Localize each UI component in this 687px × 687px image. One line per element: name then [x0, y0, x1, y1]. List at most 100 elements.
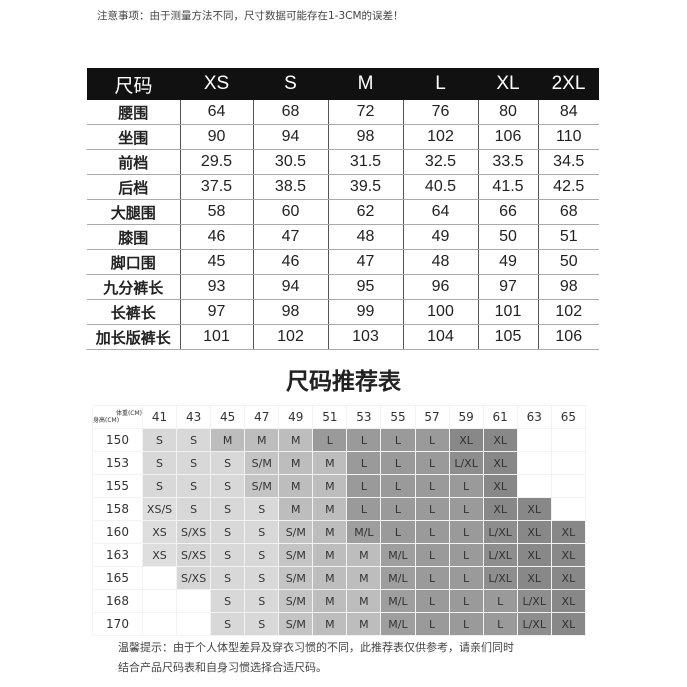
weight-header: 51 — [312, 405, 348, 429]
weight-header: 45 — [210, 405, 246, 429]
table-row: 后档 37.5 38.5 39.5 40.5 41.5 42.5 — [87, 174, 599, 200]
table-cell: 34.5 — [538, 149, 599, 175]
size-cell: M — [210, 428, 246, 452]
table-cell: 93 — [180, 274, 254, 300]
size-cell: L — [414, 612, 450, 636]
size-cell: L/XL — [516, 589, 552, 613]
table-cell: 46 — [253, 249, 329, 275]
corner-labels: 体重(CM) 身高(CM) — [93, 410, 142, 424]
size-cell: S/XS — [176, 543, 212, 567]
table-cell: 大腿围 — [87, 199, 181, 225]
size-cell: L — [346, 497, 382, 521]
size-cell: L — [448, 543, 484, 567]
table-row: 膝围 46 47 48 49 50 51 — [87, 224, 599, 250]
size-cell: XL — [448, 428, 484, 452]
size-cell: M — [278, 474, 314, 498]
table-row: 160 XS S/XS S S S/M M M/L L L L L/XL XL XL — [92, 520, 587, 544]
table-cell: 长裤长 — [87, 299, 181, 325]
size-cell: S — [244, 612, 280, 636]
size-cell: XL — [516, 497, 552, 521]
size-cell — [176, 612, 212, 636]
size-cell: S/XS — [176, 566, 212, 590]
size-cell: M — [312, 589, 348, 613]
weight-header: 59 — [448, 405, 484, 429]
size-cell: XL — [550, 566, 587, 590]
size-cell: L — [414, 543, 450, 567]
table-cell: 106 — [538, 324, 599, 350]
table-cell: 42.5 — [538, 174, 599, 200]
size-cell: XL — [482, 451, 518, 475]
size-cell — [141, 589, 178, 613]
table-cell: 49 — [478, 249, 539, 275]
table-cell: 37.5 — [180, 174, 254, 200]
size-cell: M — [278, 428, 314, 452]
size-cell: S — [210, 589, 246, 613]
size-cell: S — [141, 474, 178, 498]
size-cell: M — [312, 474, 348, 498]
size-cell: L — [448, 566, 484, 590]
table-cell: 50 — [538, 249, 599, 275]
table-row: 加长版裤长 101 102 103 104 105 106 — [87, 324, 599, 350]
size-cell: M — [346, 612, 382, 636]
table-cell: 脚口围 — [87, 249, 181, 275]
height-label: 155 — [92, 474, 143, 498]
table-cell: 100 — [403, 299, 479, 325]
size-cell: M — [312, 497, 348, 521]
height-label: 153 — [92, 451, 143, 475]
table-cell: 76 — [403, 100, 479, 125]
size-cell: L — [448, 520, 484, 544]
table-cell: 98 — [253, 299, 329, 325]
size-cell: L/XL — [482, 566, 518, 590]
size-header: XL — [478, 68, 538, 100]
table-cell: 64 — [403, 199, 479, 225]
table-cell: 38.5 — [253, 174, 329, 200]
size-cell — [176, 589, 212, 613]
size-cell: L — [448, 497, 484, 521]
table-cell: 前档 — [87, 149, 181, 175]
table-cell: 99 — [328, 299, 404, 325]
size-header: M — [328, 68, 403, 100]
size-cell: L — [380, 428, 416, 452]
size-cell: M — [346, 589, 382, 613]
size-cell: L — [346, 451, 382, 475]
size-cell: L — [414, 474, 450, 498]
size-cell — [550, 428, 587, 452]
size-cell: M — [346, 566, 382, 590]
table-cell: 68 — [253, 100, 329, 125]
table-row: 坐围 90 94 98 102 106 110 — [87, 124, 599, 150]
measurement-note: 注意事项：由于测量方法不同，尺寸数据可能存在1-3CM的误差！ — [97, 10, 404, 22]
size-cell: M — [312, 612, 348, 636]
table-cell: 68 — [538, 199, 599, 225]
table-cell: 97 — [478, 274, 539, 300]
size-cell: S — [244, 543, 280, 567]
table-cell: 39.5 — [328, 174, 404, 200]
size-header: 2XL — [538, 68, 599, 100]
table-cell: 45 — [180, 249, 254, 275]
weight-header: 47 — [244, 405, 280, 429]
hint-text: 温馨提示：由于个人体型差异及穿衣习惯的不同，此推荐表仅供参考，请亲们同时 结合产… — [118, 638, 588, 678]
size-cell: L — [380, 451, 416, 475]
table-cell: 加长版裤长 — [87, 324, 181, 350]
size-cell: L — [346, 428, 382, 452]
table-row: 163 XS S/XS S S S/M M M M/L L L L/XL XL XL — [92, 543, 587, 567]
size-cell: XL — [482, 428, 518, 452]
table-cell: 后档 — [87, 174, 181, 200]
table-row: 153 S S S S/M M M L L L L/XL XL — [92, 451, 587, 475]
height-axis-label: 身高(CM) — [93, 417, 120, 424]
size-cell: S — [176, 428, 212, 452]
size-cell: XS/S — [141, 497, 178, 521]
size-cell: L — [482, 612, 518, 636]
table-cell: 62 — [328, 199, 404, 225]
table-row: 九分裤长 93 94 95 96 97 98 — [87, 274, 599, 300]
size-cell: S — [176, 451, 212, 475]
size-cell: M/L — [346, 520, 382, 544]
size-cell: S — [244, 566, 280, 590]
table-cell: 96 — [403, 274, 479, 300]
size-cell: M — [346, 543, 382, 567]
size-cell: XS — [141, 520, 178, 544]
table-row: 155 S S S S/M M M L L L L XL — [92, 474, 587, 498]
table-cell: 47 — [253, 224, 329, 250]
table-cell: 72 — [328, 100, 404, 125]
table-row: 前档 29.5 30.5 31.5 32.5 33.5 34.5 — [87, 149, 599, 175]
weight-header: 55 — [380, 405, 416, 429]
